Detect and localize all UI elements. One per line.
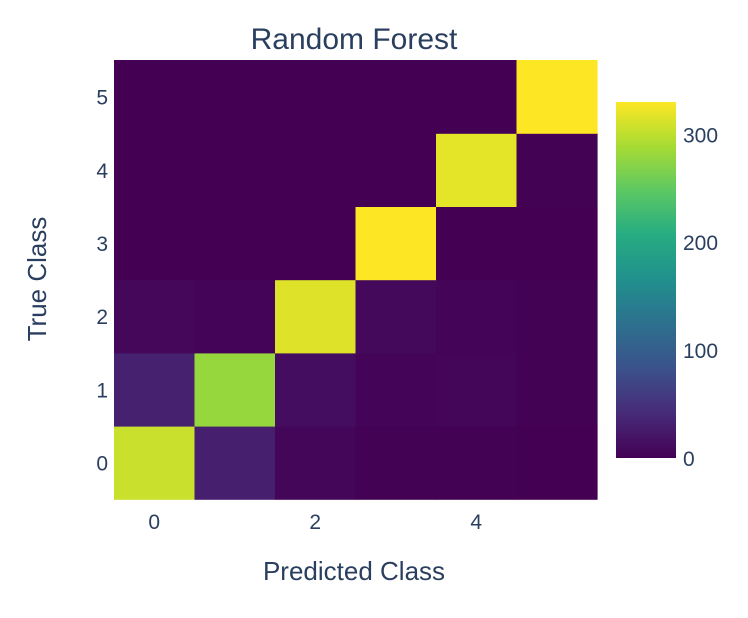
y-axis-ticks: 0 1 2 3 4 5 (96, 87, 108, 476)
heatmap-cell (516, 352, 598, 427)
heatmap-cell (516, 206, 598, 281)
heatmap-cell (355, 60, 437, 134)
heatmap-cell (516, 133, 598, 207)
heatmap-cell (516, 279, 598, 354)
heatmap-cell (194, 206, 276, 281)
heatmap-cell (516, 426, 598, 500)
colorbar-tick-label: 100 (683, 340, 718, 363)
colorbar-tick-label: 0 (683, 448, 695, 471)
heatmap-cell (194, 279, 276, 354)
heatmap-cell (275, 133, 357, 207)
y-tick-label: 0 (96, 453, 108, 476)
colorbar-tick-label: 200 (683, 232, 718, 255)
x-tick-label: 0 (148, 511, 160, 534)
x-axis-title: Predicted Class (263, 556, 445, 586)
heatmap-cell (355, 206, 437, 281)
x-tick-label: 4 (470, 511, 482, 534)
heatmap-cell (275, 426, 357, 500)
x-axis-ticks: 0 2 4 (148, 511, 482, 534)
heatmap-cell (114, 206, 196, 281)
colorbar-ticks: 0 100 200 300 (683, 124, 718, 471)
heatmap-cell (355, 426, 437, 500)
heatmap-cell (194, 352, 276, 427)
heatmap-cell (436, 133, 518, 207)
heatmap-cell (275, 352, 357, 427)
colorbar-tick-label: 300 (683, 124, 718, 147)
heatmap-cell (275, 206, 357, 281)
heatmap-cell (436, 426, 518, 500)
heatmap-cell (114, 352, 196, 427)
heatmap-cell (114, 426, 196, 500)
chart-title: Random Forest (251, 23, 458, 56)
heatmap-cell (275, 279, 357, 354)
y-tick-label: 2 (96, 306, 108, 329)
y-tick-label: 5 (96, 87, 108, 110)
heatmap-cell (355, 279, 437, 354)
heatmap-cells (114, 60, 598, 500)
heatmap-cell (114, 279, 196, 354)
heatmap-cell (516, 60, 598, 134)
y-tick-label: 4 (96, 160, 108, 183)
heatmap-cell (436, 206, 518, 281)
y-tick-label: 3 (96, 233, 108, 256)
heatmap-cell (194, 133, 276, 207)
x-tick-label: 2 (309, 511, 321, 534)
heatmap-cell (436, 279, 518, 354)
heatmap-cell (355, 352, 437, 427)
heatmap-cell (275, 60, 357, 134)
heatmap-cell (436, 352, 518, 427)
heatmap-cell (114, 60, 196, 134)
heatmap-cell (355, 133, 437, 207)
heatmap-cell (436, 60, 518, 134)
y-tick-label: 1 (96, 379, 108, 402)
colorbar (616, 102, 676, 458)
heatmap-cell (194, 60, 276, 134)
heatmap-cell (194, 426, 276, 500)
heatmap-cell (114, 133, 196, 207)
y-axis-title: True Class (22, 217, 52, 342)
